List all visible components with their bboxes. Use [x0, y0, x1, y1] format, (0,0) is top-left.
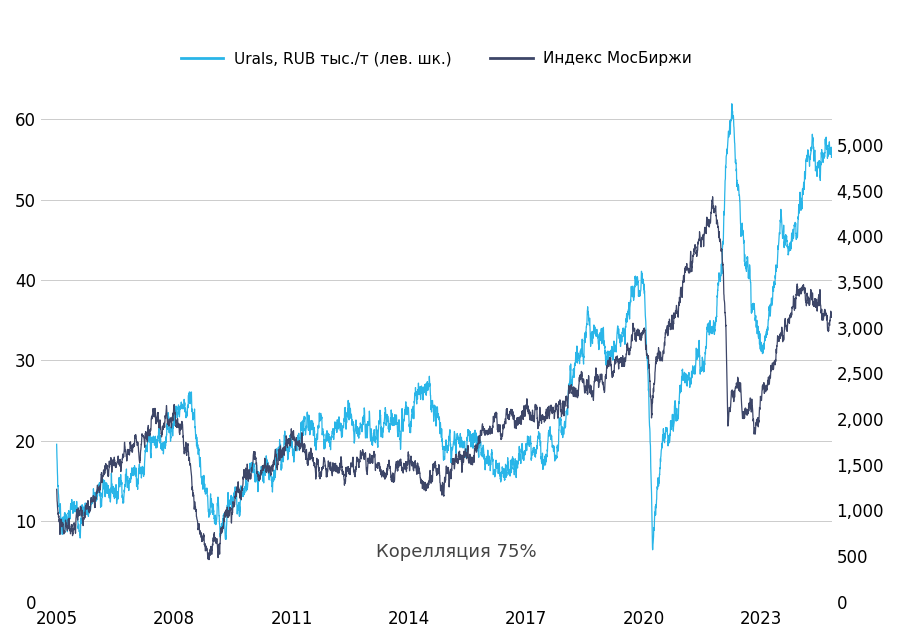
Text: Корелляция 75%: Корелляция 75% [376, 543, 536, 561]
Legend: Urals, RUB тыс./т (лев. шк.), Индекс МосБиржи: Urals, RUB тыс./т (лев. шк.), Индекс Мос… [174, 45, 699, 72]
